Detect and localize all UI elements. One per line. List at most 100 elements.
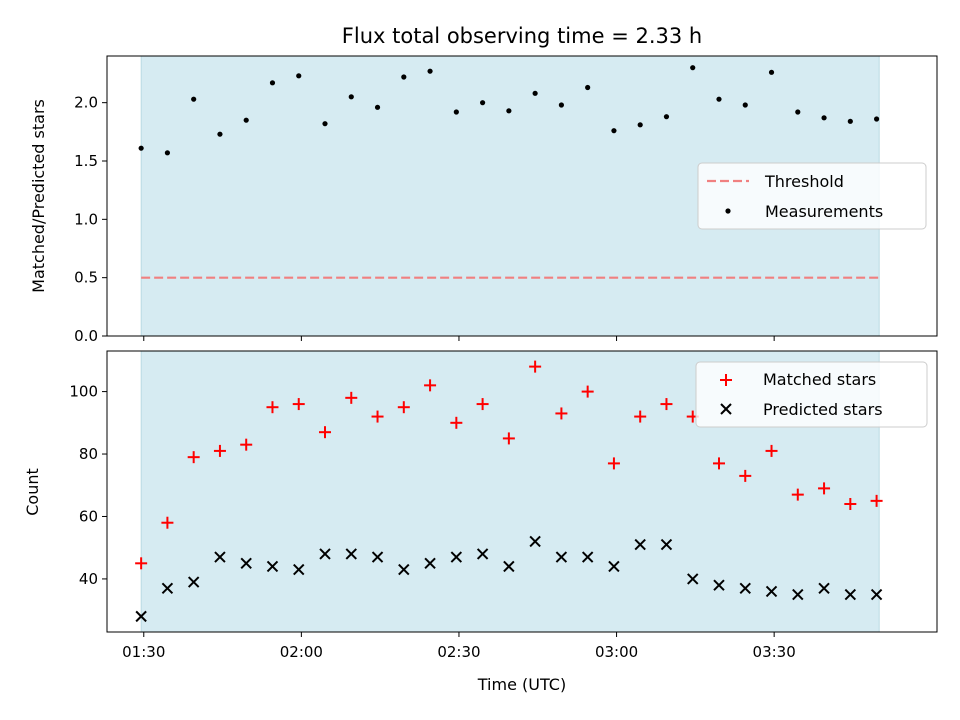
measurement-point	[821, 115, 827, 121]
matched-stars-point	[765, 444, 778, 457]
measurement-point	[427, 68, 433, 74]
predicted-stars-point	[792, 588, 804, 601]
matched-stars-point	[240, 438, 253, 451]
matched-stars-point	[634, 410, 647, 423]
predicted-stars-point	[660, 538, 673, 551]
bottom-panel: 40 60 80 100 01:30 02:00 02:30 03:00 03:30 Coun…	[23, 350, 938, 694]
predicted-stars-point	[187, 576, 200, 588]
x-tick-label: 02:30	[437, 643, 480, 661]
matched-stars-point	[397, 401, 410, 414]
y-tick-label: 2.0	[74, 94, 98, 112]
measurement-point	[164, 150, 171, 156]
measurement-point	[296, 73, 302, 79]
predicted-stars-point	[818, 582, 830, 594]
x-tick-label: 01:30	[122, 643, 165, 661]
predicted-stars-point	[214, 551, 226, 563]
top-legend: Threshold Measurements	[697, 162, 927, 230]
predicted-stars-point	[135, 610, 147, 623]
predicted-stars-point	[293, 563, 305, 576]
measurement-points	[138, 65, 880, 156]
predicted-stars-points	[135, 535, 883, 623]
top-y-axis-ticks: 0.0 0.5 1.0 1.5 2.0	[74, 94, 107, 345]
measurement-point	[847, 118, 853, 124]
measurement-point	[768, 69, 775, 75]
matched-stars-point	[319, 426, 332, 439]
matched-stars-point	[161, 516, 174, 529]
matched-stars-point	[213, 444, 226, 457]
measurement-point	[716, 96, 722, 102]
y-tick-label: 1.0	[74, 210, 98, 228]
matched-stars-point	[818, 482, 831, 495]
predicted-stars-point	[371, 551, 384, 563]
predicted-stars-point	[739, 582, 751, 594]
y-tick-label: 0.5	[74, 269, 98, 287]
y-tick-label: 60	[79, 507, 98, 525]
matched-stars-point	[450, 416, 463, 429]
predicted-stars-point	[240, 557, 252, 570]
measurement-point	[401, 74, 407, 80]
legend-predicted-label: Predicted stars	[763, 400, 883, 419]
matched-stars-point	[607, 457, 620, 470]
predicted-stars-point	[765, 585, 778, 598]
predicted-stars-point	[450, 551, 463, 563]
legend-matched-label: Matched stars	[763, 370, 876, 389]
measurement-point	[637, 122, 643, 128]
top-legend-box	[697, 162, 927, 230]
matched-stars-point	[555, 407, 568, 420]
y-tick-label: 1.5	[74, 152, 98, 170]
predicted-stars-point	[870, 588, 883, 601]
legend-matched-swatch	[720, 374, 732, 386]
bottom-legend-box	[695, 361, 928, 428]
predicted-stars-point	[529, 535, 541, 548]
measurement-point	[663, 114, 670, 120]
predicted-stars-point	[266, 560, 279, 573]
predicted-stars-point	[608, 560, 620, 573]
measurement-point	[506, 108, 512, 114]
measurement-point	[191, 96, 197, 102]
y-tick-label: 80	[79, 445, 98, 463]
matched-stars-point	[529, 360, 542, 373]
measurement-point	[611, 128, 617, 134]
x-tick-label: 02:00	[280, 643, 323, 661]
y-tick-label: 0.0	[74, 327, 98, 345]
measurement-point	[585, 84, 591, 91]
matched-stars-point	[844, 497, 857, 510]
matched-stars-point	[345, 391, 358, 404]
matched-stars-point	[712, 457, 725, 470]
x-tick-label: 03:30	[753, 643, 796, 661]
predicted-stars-point	[345, 548, 357, 560]
measurement-point	[243, 117, 249, 123]
legend-measurements-swatch	[725, 208, 731, 214]
measurement-point	[742, 102, 748, 108]
predicted-stars-point	[713, 579, 725, 591]
predicted-stars-point	[319, 548, 331, 560]
matched-stars-point	[187, 451, 200, 464]
matched-stars-point	[660, 398, 673, 411]
matched-stars-point	[371, 410, 384, 423]
matched-stars-point	[266, 401, 279, 414]
bottom-legend: Matched stars Predicted stars	[695, 361, 928, 428]
measurement-point	[322, 121, 328, 127]
predicted-stars-point	[844, 588, 857, 601]
legend-threshold-label: Threshold	[764, 172, 844, 191]
measurement-point	[558, 102, 564, 108]
matched-stars-point	[581, 385, 594, 398]
matched-stars-point	[739, 469, 752, 482]
matched-stars-point	[502, 432, 515, 445]
measurement-point	[217, 131, 223, 137]
predicted-stars-point	[398, 563, 410, 576]
predicted-stars-point	[476, 548, 489, 560]
measurement-point	[138, 145, 144, 151]
bottom-x-axis-ticks: 01:30 02:00 02:30 03:00 03:30	[122, 632, 796, 661]
predicted-stars-point	[161, 582, 174, 594]
measurement-point	[480, 100, 486, 106]
measurement-point	[690, 65, 696, 71]
predicted-stars-point	[687, 573, 699, 585]
matched-stars-point	[292, 398, 305, 411]
predicted-stars-point	[503, 560, 515, 573]
matched-stars-point	[424, 379, 437, 392]
matched-stars-points	[135, 360, 883, 570]
legend-measurements-label: Measurements	[765, 202, 883, 221]
top-x-axis-ticks	[143, 336, 775, 341]
x-tick-label: 03:00	[595, 643, 638, 661]
